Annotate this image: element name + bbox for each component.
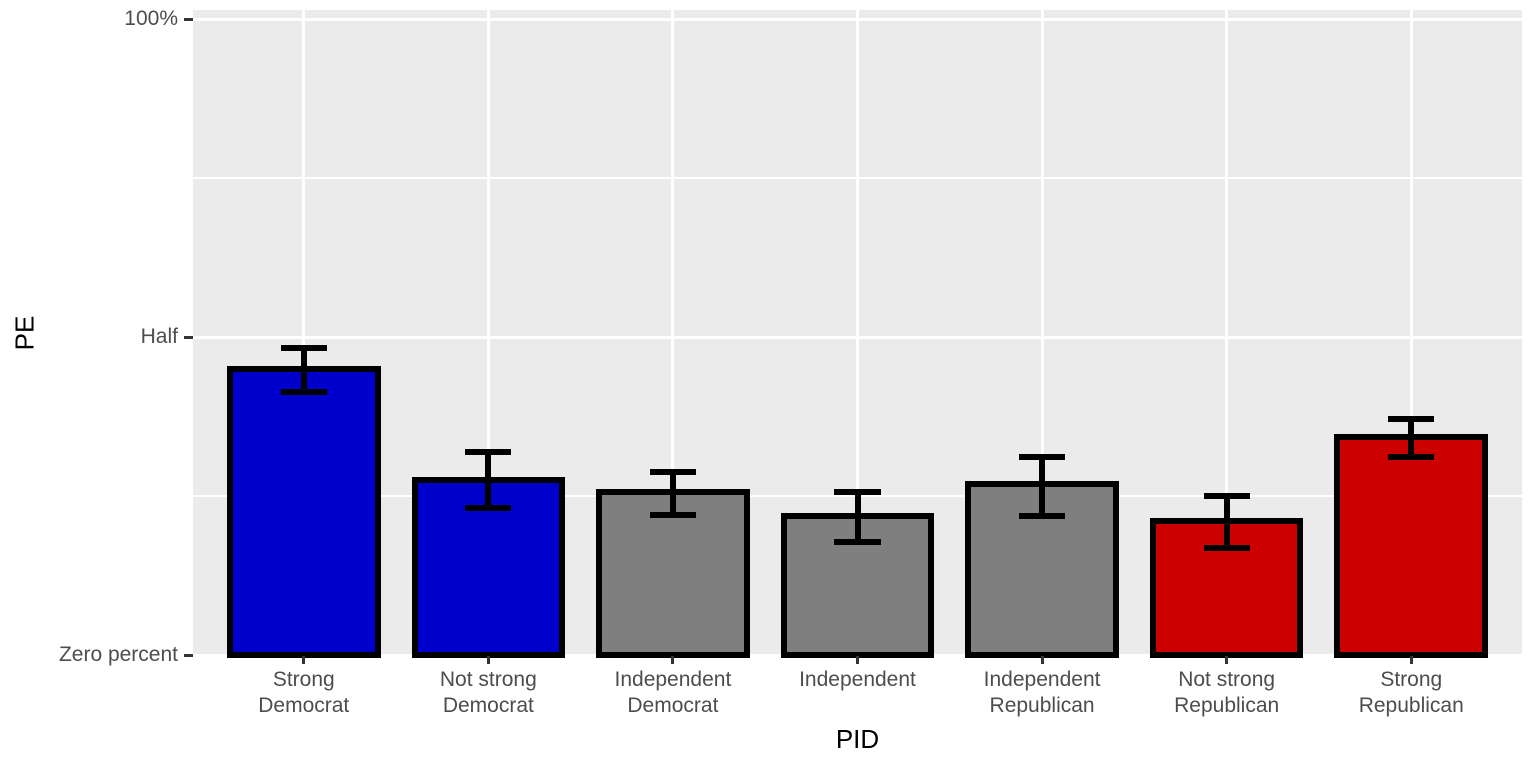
x-tick-mark: [302, 656, 306, 664]
error-bar-stem: [1039, 454, 1046, 519]
gridline-vertical: [671, 10, 675, 655]
gridline-vertical: [302, 10, 306, 655]
y-tick-mark: [184, 653, 193, 657]
error-bar-stem: [485, 449, 492, 512]
y-tick-label: Zero percent: [58, 643, 178, 666]
x-tick-mark: [856, 656, 859, 664]
y-tick-mark: [184, 17, 193, 21]
x-tick-mark: [671, 656, 675, 664]
error-bar-stem: [669, 468, 676, 519]
x-tick-mark: [486, 656, 490, 664]
error-bar-stem: [854, 489, 861, 545]
gridline-vertical: [856, 10, 859, 655]
x-tick-label: Independent: [799, 668, 916, 691]
x-tick-mark: [1040, 656, 1044, 664]
bar: [1334, 433, 1489, 658]
gridline-vertical: [486, 10, 490, 655]
x-tick-label: Strong Democrat: [258, 668, 350, 717]
error-bar-cap-bottom: [1019, 512, 1066, 519]
error-bar-cap-bottom: [1203, 545, 1250, 552]
x-tick-label: Independent Republican: [983, 668, 1101, 717]
error-bar-cap-bottom: [1388, 454, 1435, 461]
x-tick-label: Strong Republican: [1358, 668, 1464, 717]
error-bar-cap-top: [465, 449, 512, 456]
error-bar-cap-top: [1388, 416, 1435, 423]
x-axis-title: PID: [835, 724, 880, 754]
error-bar-cap-top: [1203, 493, 1250, 499]
gridline-vertical: [1225, 10, 1229, 655]
error-bar-cap-top: [834, 489, 881, 496]
plot-panel: [193, 10, 1522, 658]
x-tick-label: Not strong Republican: [1174, 668, 1280, 717]
y-tick-label: Half: [140, 325, 178, 348]
error-bar-cap-bottom: [834, 538, 881, 545]
error-bar-cap-bottom: [280, 389, 327, 396]
gridline-vertical: [1409, 10, 1413, 655]
y-tick-mark: [184, 335, 193, 339]
x-tick-label: Not strong Democrat: [439, 668, 537, 717]
error-bar-cap-top: [1019, 454, 1066, 461]
error-bar-stem: [1408, 416, 1415, 461]
error-bar-stem: [300, 344, 307, 396]
error-bar-cap-bottom: [465, 505, 512, 512]
x-tick-mark: [1225, 656, 1229, 664]
x-tick-label: Independent Democrat: [614, 668, 732, 717]
error-bar-stem: [1223, 493, 1230, 552]
error-bar-cap-top: [280, 344, 327, 351]
bar: [226, 365, 381, 658]
error-bar-cap-top: [649, 468, 696, 475]
x-tick-mark: [1409, 656, 1413, 664]
gridline-vertical: [1040, 10, 1044, 655]
y-tick-label: 100%: [124, 7, 178, 30]
error-bar-cap-bottom: [649, 512, 696, 519]
